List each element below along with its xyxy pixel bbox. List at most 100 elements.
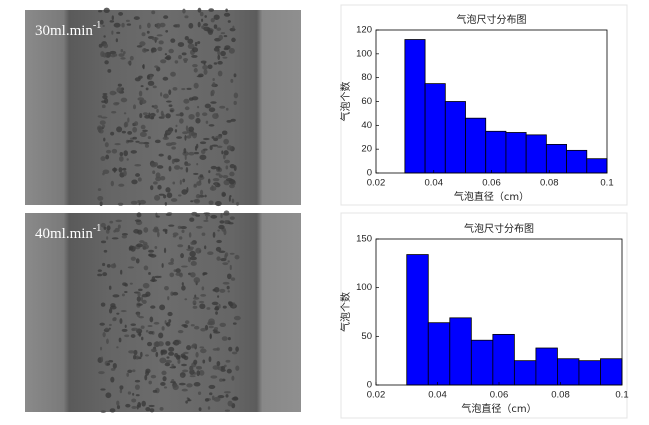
bubble xyxy=(213,286,220,293)
bubble xyxy=(195,117,201,124)
bubble xyxy=(130,200,138,205)
bubble xyxy=(152,181,158,185)
bubble xyxy=(138,202,141,206)
bubble xyxy=(117,83,122,87)
bubble xyxy=(213,14,220,20)
bubble xyxy=(195,247,202,254)
bubble xyxy=(177,42,185,47)
bubble xyxy=(179,118,184,124)
bubble xyxy=(159,357,167,364)
bubble xyxy=(149,408,155,413)
bubble xyxy=(140,325,145,329)
bubble xyxy=(176,136,183,139)
bubble xyxy=(103,43,109,49)
bubble xyxy=(153,321,160,325)
bubble xyxy=(174,60,179,64)
bubble xyxy=(227,260,230,263)
bubble xyxy=(223,364,227,368)
bubble xyxy=(218,224,225,230)
bubble xyxy=(189,375,196,378)
bubble xyxy=(201,18,204,22)
bubble xyxy=(221,336,228,341)
bubble xyxy=(217,60,223,65)
bubble xyxy=(165,187,171,193)
bubble xyxy=(196,181,202,186)
bubble xyxy=(119,388,123,394)
bubble xyxy=(213,327,219,330)
bubble xyxy=(188,151,195,156)
bubble xyxy=(167,155,172,161)
bubble xyxy=(98,10,103,13)
bubble xyxy=(221,130,228,136)
bubble xyxy=(165,29,169,33)
bubble xyxy=(129,282,133,285)
bubble xyxy=(227,290,230,293)
bubble xyxy=(214,306,219,311)
bubble xyxy=(127,117,130,123)
bubble xyxy=(142,129,148,132)
bubble xyxy=(174,129,178,133)
bubble xyxy=(193,277,201,284)
bubble xyxy=(135,173,141,177)
bar xyxy=(449,317,472,386)
bubble xyxy=(202,359,206,364)
bubble xyxy=(226,273,232,280)
bubble xyxy=(168,346,175,352)
bubble xyxy=(127,391,132,395)
y-tick-label: 40 xyxy=(361,120,372,131)
bubble xyxy=(109,20,115,23)
bubble xyxy=(215,182,218,187)
bubble xyxy=(200,149,206,154)
bubble xyxy=(140,351,143,358)
bubble xyxy=(168,224,175,227)
bubble xyxy=(219,288,226,293)
bubble xyxy=(174,353,179,358)
bubble xyxy=(110,131,115,136)
bubble xyxy=(127,130,133,135)
bubble xyxy=(162,76,169,81)
x-tick-label: 0.08 xyxy=(540,178,559,189)
bubble xyxy=(151,105,155,108)
bubble xyxy=(135,394,140,397)
x-axis-label: 气泡直径（cm） xyxy=(461,402,536,415)
bubble xyxy=(157,341,164,347)
bubble xyxy=(113,102,120,106)
bubble xyxy=(213,24,218,29)
bubble xyxy=(218,174,223,179)
bubble xyxy=(202,272,208,275)
bubble xyxy=(181,88,186,91)
bubble xyxy=(136,303,143,306)
bar xyxy=(424,83,446,174)
bubble xyxy=(124,334,130,338)
y-tick-label: 120 xyxy=(356,25,372,36)
bubble xyxy=(161,370,167,376)
bubble xyxy=(224,409,230,412)
bubble xyxy=(115,219,122,223)
bubble xyxy=(139,24,142,30)
bubble xyxy=(224,159,230,164)
bar xyxy=(470,339,494,386)
bubble xyxy=(142,299,147,305)
bubble xyxy=(166,192,173,199)
bubble xyxy=(233,100,237,105)
x-tick-label: 0.04 xyxy=(425,178,444,189)
bubble xyxy=(192,300,197,306)
bubble xyxy=(166,212,173,215)
bubble xyxy=(138,90,143,97)
bubble xyxy=(171,158,175,165)
bubble xyxy=(162,93,169,99)
bubble xyxy=(193,184,197,188)
bubble xyxy=(99,322,105,326)
bubble xyxy=(212,348,219,351)
bubble xyxy=(101,124,106,128)
bubble xyxy=(120,97,128,103)
bubble xyxy=(220,258,227,262)
bar xyxy=(513,360,537,386)
bubble xyxy=(142,112,148,116)
bubble xyxy=(178,382,186,386)
bubble xyxy=(219,322,227,328)
bubble xyxy=(151,37,159,41)
bubble xyxy=(222,281,230,285)
bubble xyxy=(219,105,226,109)
bubble xyxy=(178,236,183,240)
